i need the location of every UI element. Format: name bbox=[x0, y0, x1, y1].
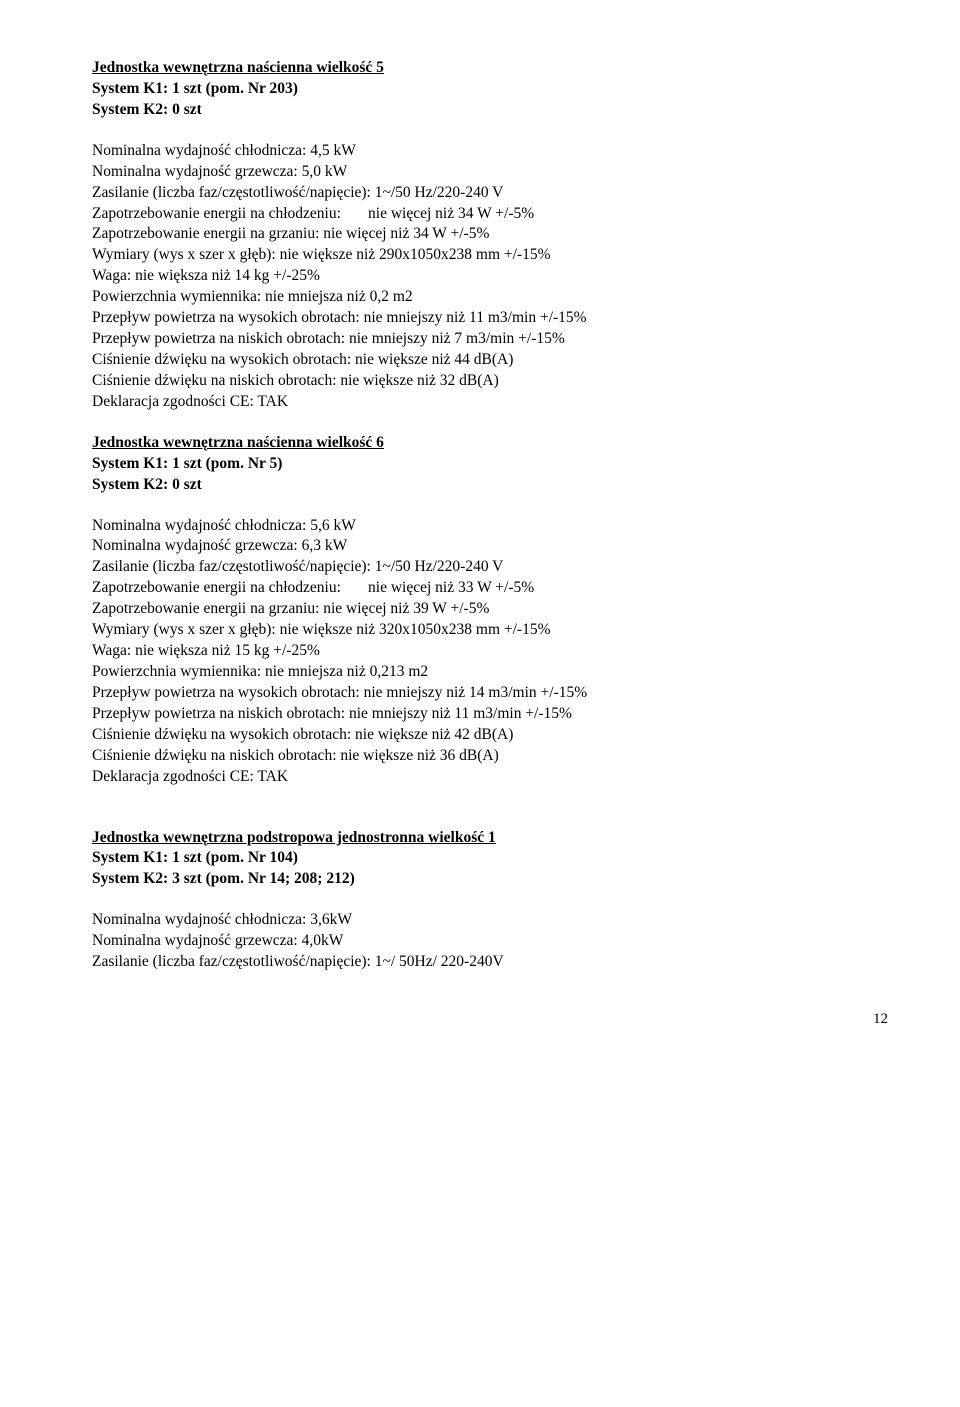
spec-line: Zapotrzebowanie energii na chłodzeniu: n… bbox=[92, 204, 888, 225]
spec-line: Ciśnienie dźwięku na niskich obrotach: n… bbox=[92, 371, 888, 392]
spec-line: Przepływ powietrza na niskich obrotach: … bbox=[92, 704, 888, 725]
spec-line: Powierzchnia wymiennika: nie mniejsza ni… bbox=[92, 662, 888, 683]
unit-6-k2: System K2: 0 szt bbox=[92, 475, 888, 496]
spec-line: Wymiary (wys x szer x głęb): nie większe… bbox=[92, 620, 888, 641]
unit-5-k2: System K2: 0 szt bbox=[92, 100, 888, 121]
spec-line: Zapotrzebowanie energii na grzaniu: nie … bbox=[92, 599, 888, 620]
spec-line: Waga: nie większa niż 14 kg +/-25% bbox=[92, 266, 888, 287]
spec-line: Przepływ powietrza na wysokich obrotach:… bbox=[92, 683, 888, 704]
page-number: 12 bbox=[92, 1009, 888, 1029]
spec-line: Ciśnienie dźwięku na niskich obrotach: n… bbox=[92, 746, 888, 767]
spec-line: Ciśnienie dźwięku na wysokich obrotach: … bbox=[92, 725, 888, 746]
unit-7-section: Jednostka wewnętrzna podstropowa jednost… bbox=[92, 828, 888, 974]
unit-7-k2: System K2: 3 szt (pom. Nr 14; 208; 212) bbox=[92, 869, 888, 890]
unit-6-section: Jednostka wewnętrzna naścienna wielkość … bbox=[92, 433, 888, 788]
spec-line: Ciśnienie dźwięku na wysokich obrotach: … bbox=[92, 350, 888, 371]
spec-line: Nominalna wydajność grzewcza: 6,3 kW bbox=[92, 536, 888, 557]
spec-line: Waga: nie większa niż 15 kg +/-25% bbox=[92, 641, 888, 662]
spec-line: Deklaracja zgodności CE: TAK bbox=[92, 767, 888, 788]
spec-line: Zapotrzebowanie energii na grzaniu: nie … bbox=[92, 224, 888, 245]
spec-line: Zasilanie (liczba faz/częstotliwość/napi… bbox=[92, 557, 888, 578]
spacer bbox=[92, 808, 888, 828]
unit-7-k1: System K1: 1 szt (pom. Nr 104) bbox=[92, 848, 888, 869]
unit-5-k1: System K1: 1 szt (pom. Nr 203) bbox=[92, 79, 888, 100]
spec-line: Przepływ powietrza na niskich obrotach: … bbox=[92, 329, 888, 350]
spec-line: Nominalna wydajność grzewcza: 4,0kW bbox=[92, 931, 888, 952]
spec-line: Powierzchnia wymiennika: nie mniejsza ni… bbox=[92, 287, 888, 308]
spacer bbox=[92, 121, 888, 141]
unit-5-heading: Jednostka wewnętrzna naścienna wielkość … bbox=[92, 58, 888, 79]
spec-line: Zasilanie (liczba faz/częstotliwość/napi… bbox=[92, 183, 888, 204]
spec-line: Nominalna wydajność chłodnicza: 3,6kW bbox=[92, 910, 888, 931]
unit-6-heading: Jednostka wewnętrzna naścienna wielkość … bbox=[92, 433, 888, 454]
spacer bbox=[92, 496, 888, 516]
spec-line: Wymiary (wys x szer x głęb): nie większe… bbox=[92, 245, 888, 266]
spec-line: Przepływ powietrza na wysokich obrotach:… bbox=[92, 308, 888, 329]
unit-6-k1: System K1: 1 szt (pom. Nr 5) bbox=[92, 454, 888, 475]
unit-5-section: Jednostka wewnętrzna naścienna wielkość … bbox=[92, 58, 888, 413]
spec-line: Zasilanie (liczba faz/częstotliwość/napi… bbox=[92, 952, 888, 973]
spec-line: Nominalna wydajność chłodnicza: 4,5 kW bbox=[92, 141, 888, 162]
spacer bbox=[92, 890, 888, 910]
spec-line: Nominalna wydajność grzewcza: 5,0 kW bbox=[92, 162, 888, 183]
spec-line: Zapotrzebowanie energii na chłodzeniu: n… bbox=[92, 578, 888, 599]
spec-line: Deklaracja zgodności CE: TAK bbox=[92, 392, 888, 413]
unit-7-heading: Jednostka wewnętrzna podstropowa jednost… bbox=[92, 828, 888, 849]
spec-line: Nominalna wydajność chłodnicza: 5,6 kW bbox=[92, 516, 888, 537]
